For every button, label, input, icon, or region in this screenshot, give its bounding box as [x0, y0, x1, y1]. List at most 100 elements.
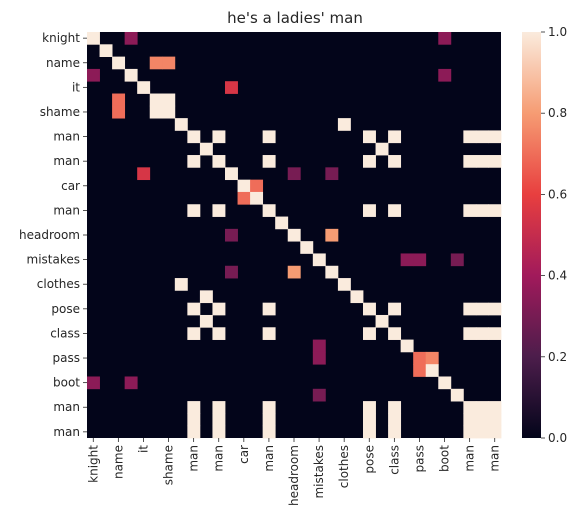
heatmap-cell — [287, 228, 301, 242]
y-tick-label: man — [53, 154, 80, 168]
heatmap-cell — [87, 32, 100, 45]
heatmap-cell — [337, 278, 351, 291]
heatmap-cell — [262, 425, 276, 439]
heatmap-cell — [475, 204, 489, 217]
colorbar-tick-label: 0.4 — [548, 269, 567, 283]
heatmap-cell — [413, 364, 427, 377]
heatmap-cell — [325, 265, 339, 279]
heatmap-cell — [438, 68, 452, 82]
heatmap-cell — [488, 425, 502, 439]
heatmap-cell — [99, 44, 113, 57]
heatmap-cell — [187, 425, 201, 439]
heatmap-cell — [388, 302, 402, 316]
heatmap-cell — [475, 425, 489, 439]
heatmap-cell — [463, 401, 477, 414]
heatmap-cell — [212, 130, 226, 144]
y-tick-label: car — [61, 179, 80, 193]
x-tick-label: class — [387, 445, 401, 475]
colorbar-tick-label: 0.0 — [548, 431, 567, 445]
heatmap-cell — [363, 425, 376, 439]
heatmap-cell — [312, 339, 326, 353]
heatmap-cell — [463, 130, 477, 144]
heatmap-cell — [488, 302, 502, 316]
heatmap-cell — [187, 155, 201, 168]
x-tick-label: man — [212, 445, 226, 472]
heatmap-cell — [262, 155, 276, 168]
heatmap-cell — [187, 130, 201, 144]
heatmap-cell — [312, 351, 326, 365]
y-tick-label: class — [50, 326, 80, 340]
y-tick-label: headroom — [19, 228, 80, 242]
colorbar: 0.0 0.2 0.4 0.6 0.8 1.0 — [522, 25, 567, 445]
heatmap-cell — [325, 167, 339, 181]
heatmap-cell — [212, 155, 226, 168]
heatmap-cell — [325, 228, 339, 242]
heatmap-cell — [363, 327, 376, 340]
heatmap-cell — [463, 327, 477, 340]
heatmap-cell — [262, 413, 276, 427]
heatmap-cell — [225, 81, 238, 94]
heatmap-cell — [488, 413, 502, 427]
heatmap-cell — [162, 56, 176, 70]
heatmap-cell — [124, 32, 138, 45]
x-axis: knight name it shame man man car man headroom mis… — [86, 438, 502, 506]
heatmap-cell — [137, 81, 151, 94]
heatmap-cell — [262, 401, 276, 414]
heatmap-cell — [463, 425, 477, 439]
heatmap-cell — [475, 327, 489, 340]
heatmap-cell — [300, 241, 314, 254]
x-tick-label: name — [111, 445, 125, 479]
heatmap-cell — [350, 290, 364, 304]
heatmap-cell — [212, 204, 226, 217]
heatmap-cell — [312, 253, 326, 267]
heatmap-cell — [475, 155, 489, 168]
heatmap-cell — [388, 425, 402, 439]
heatmap-cell — [237, 179, 251, 193]
heatmap-cell — [262, 327, 276, 340]
heatmap-cell — [363, 302, 376, 316]
colorbar-tick-label: 0.8 — [548, 106, 567, 120]
heatmap-cell — [388, 327, 402, 340]
heatmap-cell — [488, 155, 502, 168]
heatmap-cell — [275, 216, 289, 230]
heatmap-cell — [212, 302, 226, 316]
heatmap-cell — [463, 204, 477, 217]
heatmap-cell — [287, 265, 301, 279]
heatmap-cell — [199, 142, 213, 156]
heatmap-cell — [212, 413, 226, 427]
heatmap-cell — [475, 302, 489, 316]
colorbar-ticks: 0.0 0.2 0.4 0.6 0.8 1.0 — [541, 25, 567, 445]
x-tick-label: it — [136, 445, 150, 453]
heatmap-cell — [124, 376, 138, 390]
heatmap-cell — [438, 32, 452, 45]
y-tick-label: clothes — [37, 277, 80, 291]
x-tick-label: man — [187, 445, 201, 472]
y-tick-label: man — [53, 400, 80, 414]
heatmap-cell — [237, 191, 251, 205]
heatmap-cell — [375, 142, 389, 156]
heatmap-cell — [450, 253, 464, 267]
chart-title: he's a ladies' man — [227, 9, 363, 27]
heatmap-cells — [87, 32, 502, 439]
heatmap-cell — [425, 351, 439, 365]
heatmap-cell — [488, 327, 502, 340]
x-tick-label: man — [463, 445, 477, 472]
heatmap-cell — [262, 130, 276, 144]
x-tick-label: pose — [362, 445, 376, 474]
heatmap-cell — [363, 413, 376, 427]
heatmap-cell — [187, 413, 201, 427]
colorbar-gradient — [522, 32, 541, 438]
heatmap-cell — [388, 130, 402, 144]
heatmap-cell — [400, 339, 414, 353]
x-tick-label: clothes — [337, 445, 351, 488]
heatmap-cell — [388, 204, 402, 217]
y-tick-label: man — [53, 425, 80, 439]
heatmap-cell — [262, 204, 276, 217]
heatmap-cell — [174, 118, 188, 131]
heatmap-cell — [413, 253, 427, 267]
heatmap-cell — [475, 401, 489, 414]
heatmap-cell — [463, 413, 477, 427]
heatmap-cell — [187, 204, 201, 217]
heatmap-cell — [388, 401, 402, 414]
